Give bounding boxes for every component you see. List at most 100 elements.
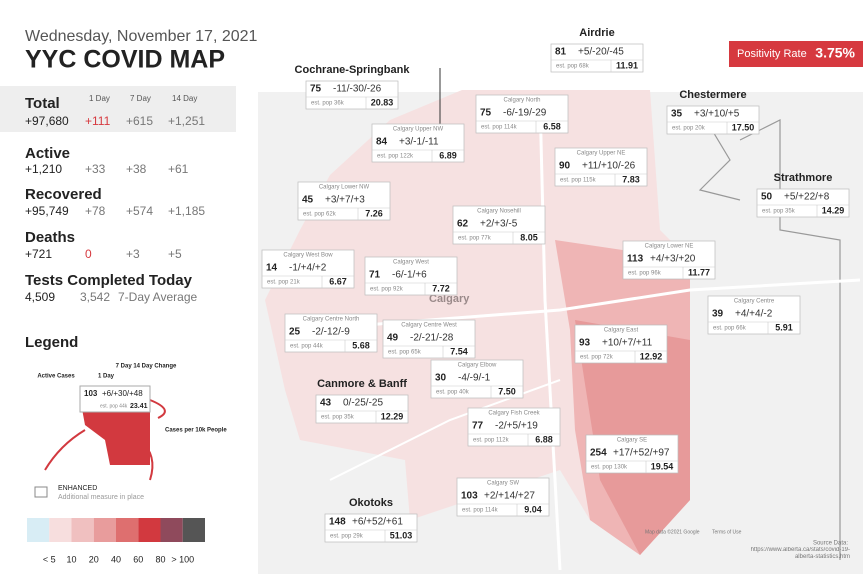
row-total: +95,749	[25, 204, 69, 218]
active-cases: 43	[320, 398, 332, 409]
row-value: +574	[126, 204, 153, 218]
positivity-label: Positivity Rate	[737, 48, 807, 60]
active-cases: 49	[387, 333, 399, 344]
source-url-box: https://www.alberta.ca/stats/covid-19-al…	[750, 547, 850, 560]
scale-swatch	[71, 518, 94, 542]
scale-label: 20	[89, 554, 99, 564]
district-name: Calgary Elbow	[458, 363, 497, 369]
case-change: 0/-25/-25	[343, 398, 383, 409]
district-name: Calgary North	[503, 98, 540, 104]
population: est. pop 114k	[462, 508, 499, 514]
case-change: +10/+7/+11	[602, 338, 653, 349]
active-cases: 30	[435, 373, 447, 384]
population: est. pop 35k	[321, 415, 355, 421]
rate: 6.58	[543, 121, 561, 131]
rate: 9.04	[524, 504, 542, 514]
rate: 20.83	[371, 97, 394, 107]
active-cases: 75	[310, 84, 322, 95]
case-change: -4/-9/-1	[458, 373, 491, 384]
active-cases: 148	[329, 517, 346, 528]
tests-average-label: 7-Day Average	[118, 290, 197, 304]
active-cases: 81	[555, 47, 567, 58]
row-value: +5	[168, 247, 182, 261]
active-cases: 90	[559, 161, 571, 172]
district-name: Calgary Upper NE	[577, 151, 626, 157]
case-change: -1/+4/+2	[289, 263, 327, 274]
active-cases: 45	[302, 195, 314, 206]
rate: 11.77	[688, 267, 710, 277]
rate: 19.54	[651, 461, 674, 471]
rate: 8.05	[520, 232, 538, 242]
column-header: 1 Day	[89, 94, 110, 103]
case-change: -6/-19/-29	[503, 108, 547, 119]
active-cases: 50	[761, 192, 773, 203]
case-change: +2/+3/-5	[480, 219, 518, 230]
district-name: Calgary Lower NW	[319, 185, 370, 191]
rate: 7.50	[498, 386, 516, 396]
row-total: +721	[25, 247, 52, 261]
case-change: +11/+10/-26	[582, 161, 636, 172]
population: est. pop 20k	[672, 126, 706, 132]
rate: 6.89	[439, 150, 457, 160]
region-box	[324, 513, 418, 543]
case-change: +2/+14/+27	[484, 491, 535, 502]
row-value: +111	[85, 114, 111, 128]
rate: 5.91	[775, 322, 793, 332]
row-value: +78	[85, 204, 106, 218]
legend-day-label: 1 Day	[98, 374, 115, 380]
row-total: +97,680	[25, 114, 69, 128]
population: est. pop 21k	[267, 280, 301, 286]
population: est. pop 112k	[473, 438, 510, 444]
tests-average: 3,542	[80, 290, 110, 304]
row-value: +61	[168, 162, 189, 176]
region-box	[297, 181, 391, 221]
active-cases: 25	[289, 327, 301, 338]
rate: 14.29	[822, 205, 845, 215]
case-change: +3/+10/+5	[694, 109, 740, 120]
town-name: Okotoks	[349, 497, 393, 509]
case-change: +6/+52/+61	[352, 517, 403, 528]
positivity-value: 3.75%	[815, 45, 855, 61]
population: est. pop 72k	[580, 355, 614, 361]
population: est. pop 44k	[290, 344, 324, 350]
title: YYC COVID MAP	[25, 46, 225, 74]
town-name: Airdrie	[579, 27, 614, 39]
case-change: -6/-1/+6	[392, 270, 427, 281]
legend-title: Legend	[25, 334, 78, 351]
row-label: Active	[25, 145, 70, 162]
active-cases: 103	[461, 491, 478, 502]
population: est. pop 115k	[560, 178, 597, 184]
case-change: +17/+52/+97	[613, 448, 670, 459]
total-panel	[0, 86, 236, 132]
region-box	[315, 394, 409, 424]
rate: 5.68	[352, 340, 370, 350]
region-box	[574, 324, 668, 364]
region-box	[622, 240, 716, 280]
column-header: 7 Day	[130, 94, 151, 103]
active-cases: 93	[579, 338, 591, 349]
active-cases: 84	[376, 137, 388, 148]
population: est. pop 77k	[458, 236, 492, 242]
scale-swatch	[49, 518, 72, 542]
scale-label: < 5	[43, 554, 56, 564]
population: est. pop 122k	[377, 154, 414, 160]
region-box	[467, 407, 561, 447]
district-name: Calgary Nosehill	[477, 209, 521, 215]
region-box	[456, 477, 550, 517]
region-box	[382, 319, 476, 359]
case-change: +3/-1/-11	[399, 137, 439, 148]
case-change: +3/+7/+3	[325, 195, 365, 206]
row-value: 0	[85, 247, 92, 261]
district-name: Calgary Lower NE	[645, 244, 694, 250]
region-box	[756, 188, 850, 218]
legend-rate-label: Cases per 10k People	[165, 428, 227, 434]
town-name: Canmore & Banff	[317, 378, 407, 390]
row-value: +38	[126, 162, 147, 176]
row-total: +1,210	[25, 162, 62, 176]
population: est. pop 29k	[330, 534, 364, 540]
source-url[interactable]: https://www.alberta.ca/stats/covid-19-al…	[750, 547, 850, 560]
case-change: +4/+4/-2	[735, 309, 773, 320]
active-cases: 254	[590, 448, 607, 459]
row-value: +615	[126, 114, 153, 128]
rate: 6.67	[329, 276, 347, 286]
